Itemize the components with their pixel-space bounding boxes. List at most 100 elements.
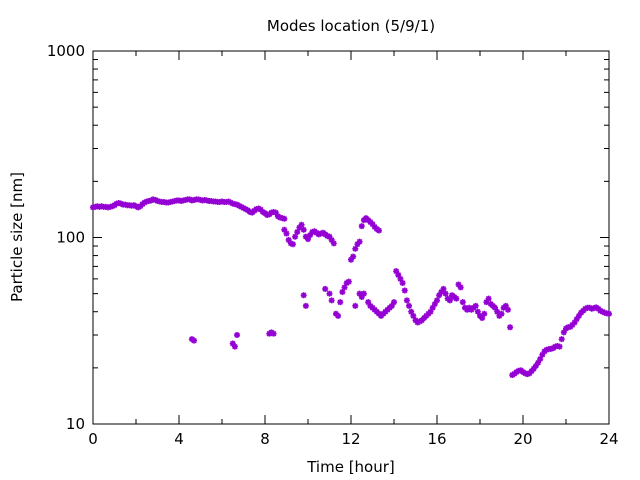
- data-point: [485, 295, 492, 302]
- data-point: [292, 233, 299, 240]
- data-point: [191, 337, 198, 344]
- data-point: [287, 240, 294, 247]
- data-point: [492, 304, 499, 311]
- data-point: [599, 308, 606, 315]
- data-point: [328, 236, 335, 243]
- x-tick-label: 8: [260, 430, 270, 448]
- data-point: [395, 271, 402, 278]
- data-point: [356, 290, 363, 297]
- x-tick-label: 16: [427, 430, 446, 448]
- data-point: [296, 224, 303, 231]
- data-point: [339, 289, 346, 296]
- data-point: [606, 310, 612, 317]
- data-point: [483, 299, 490, 306]
- data-point: [532, 362, 539, 369]
- data-point: [270, 330, 277, 337]
- data-point: [524, 371, 531, 378]
- data-point: [455, 281, 462, 288]
- data-point: [586, 304, 593, 311]
- data-point: [453, 295, 460, 302]
- data-point: [360, 290, 367, 297]
- data-point: [326, 233, 333, 240]
- data-point: [393, 268, 400, 275]
- data-point: [494, 308, 501, 315]
- data-point: [438, 289, 445, 296]
- data-point: [337, 299, 344, 306]
- data-point: [307, 232, 314, 239]
- data-point: [148, 197, 155, 204]
- data-point: [434, 297, 440, 304]
- data-point: [436, 292, 443, 299]
- data-point: [352, 245, 359, 252]
- data-point: [350, 253, 357, 260]
- data-point: [305, 236, 311, 243]
- data-point: [502, 302, 509, 309]
- data-point: [535, 359, 542, 366]
- data-point: [298, 221, 305, 228]
- data-point: [582, 305, 589, 312]
- data-point: [459, 299, 466, 306]
- data-point: [229, 340, 236, 347]
- data-point: [365, 299, 372, 306]
- data-point: [399, 280, 406, 287]
- data-point: [406, 302, 413, 309]
- data-point: [369, 221, 376, 228]
- data-point: [507, 324, 514, 331]
- y-tick-label: 10: [66, 415, 85, 433]
- data-point: [427, 308, 434, 315]
- data-point: [328, 297, 335, 304]
- data-point: [558, 336, 565, 343]
- data-point: [354, 241, 361, 248]
- y-tick-label: 100: [56, 229, 85, 247]
- data-point: [481, 310, 488, 317]
- data-point: [335, 312, 342, 319]
- data-point: [272, 209, 279, 216]
- data-point: [283, 230, 290, 237]
- data-point: [397, 275, 404, 282]
- data-point: [281, 215, 288, 222]
- data-point: [474, 308, 481, 315]
- y-axis-label: Particle size [nm]: [8, 172, 26, 302]
- data-point: [457, 284, 464, 291]
- data-point: [429, 304, 436, 311]
- data-point: [440, 285, 447, 292]
- x-axis-label: Time [hour]: [306, 458, 395, 476]
- data-point: [408, 308, 415, 315]
- x-tick-label: 0: [88, 430, 98, 448]
- data-point: [330, 240, 337, 247]
- data-point: [186, 196, 193, 203]
- data-point: [528, 368, 535, 375]
- data-point: [522, 370, 529, 377]
- data-point: [597, 307, 604, 314]
- data-point: [442, 290, 449, 297]
- axis-tick-labels: 0 4 8 12 16 20 24 10 100 1000: [47, 42, 619, 448]
- data-point: [504, 306, 511, 313]
- chart-title: Modes location (5/9/1): [267, 17, 435, 35]
- data-point: [401, 287, 408, 294]
- data-point: [234, 332, 241, 339]
- data-point: [231, 343, 238, 350]
- data-point: [289, 241, 296, 248]
- data-point: [573, 316, 580, 323]
- data-point: [341, 284, 348, 291]
- axis-ticks: [92, 50, 610, 425]
- data-point: [479, 315, 486, 322]
- data-point: [302, 302, 309, 309]
- data-point: [498, 310, 505, 317]
- data-points: [90, 196, 612, 379]
- data-point: [375, 227, 382, 234]
- y-tick-label: 1000: [47, 42, 85, 60]
- data-point: [569, 321, 576, 328]
- data-point: [388, 302, 395, 309]
- data-point: [281, 226, 288, 233]
- data-point: [285, 236, 292, 243]
- data-point: [356, 238, 363, 245]
- data-point: [571, 319, 578, 326]
- data-point: [352, 302, 359, 309]
- data-point: [431, 300, 438, 307]
- data-point: [345, 278, 352, 285]
- data-point: [560, 329, 567, 336]
- data-point: [575, 312, 582, 319]
- data-point: [410, 312, 417, 319]
